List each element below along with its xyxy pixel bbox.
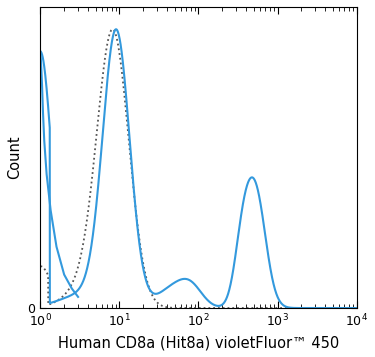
X-axis label: Human CD8a (Hit8a) violetFluor™ 450: Human CD8a (Hit8a) violetFluor™ 450 — [58, 335, 339, 350]
Y-axis label: Count: Count — [7, 136, 22, 179]
